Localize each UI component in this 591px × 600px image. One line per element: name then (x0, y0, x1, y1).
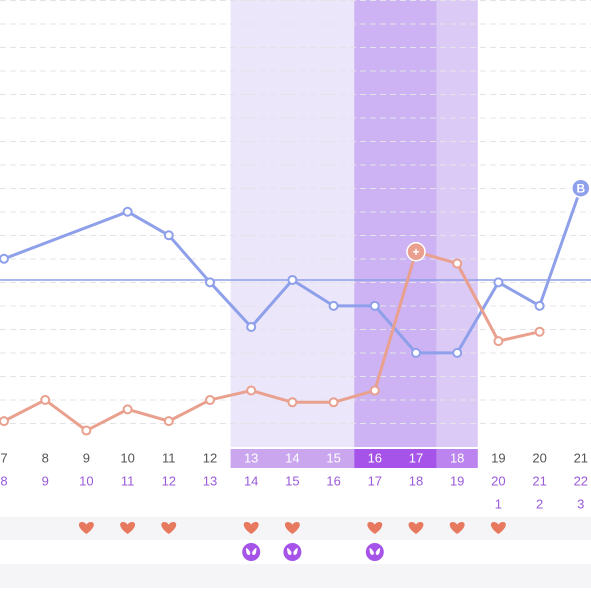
data-point (411, 347, 421, 358)
date-label: 15 (326, 450, 340, 465)
heart-shape (408, 522, 424, 534)
data-point (40, 394, 51, 405)
test-icon (283, 543, 302, 561)
test-icon (242, 543, 261, 561)
cycle-day-label: 15 (285, 473, 299, 488)
cycle-day-label: 10 (79, 473, 93, 488)
phase-band (436, 0, 478, 447)
date-label: 18 (450, 450, 464, 465)
data-point (122, 206, 133, 217)
test-icon-circle (283, 543, 302, 561)
data-point (163, 416, 174, 427)
phase-band (230, 0, 355, 447)
data-point (122, 404, 133, 415)
data-point (0, 416, 9, 427)
heart-shape (490, 522, 506, 534)
data-point (205, 394, 215, 405)
test-icon-circle (242, 543, 261, 561)
data-point (534, 326, 545, 337)
data-point (369, 385, 380, 396)
data-point (246, 385, 257, 396)
cycle-day-label: 17 (368, 473, 382, 488)
data-point (534, 300, 545, 311)
after-day-label: 2 (536, 496, 543, 511)
data-point (287, 397, 298, 408)
test-icon-shape (287, 548, 298, 555)
heart-shape (284, 522, 300, 534)
data-point (328, 397, 339, 408)
data-point (0, 253, 9, 264)
heart-icon (490, 522, 506, 534)
point-label: B (576, 181, 585, 195)
phase-band (354, 0, 437, 447)
heart-shape (161, 522, 177, 534)
date-label: 10 (120, 450, 134, 465)
data-point (452, 258, 463, 269)
heart-icon (161, 522, 177, 534)
date-label: 14 (285, 450, 299, 465)
data-point (246, 322, 257, 333)
phase-pill (436, 449, 478, 468)
date-label: 8 (42, 450, 49, 465)
heart-shape (367, 522, 383, 534)
heart-icon (284, 522, 300, 534)
heart-icon (367, 522, 383, 534)
data-point (287, 274, 298, 285)
cycle-day-label: 20 (491, 473, 505, 488)
special-point (571, 178, 591, 198)
phase-pill (354, 449, 437, 468)
heart-icon (120, 522, 136, 534)
point-label: + (412, 245, 419, 259)
heart-icon (449, 522, 465, 534)
date-label: 13 (244, 450, 258, 465)
date-label: 9 (83, 450, 90, 465)
date-label: 17 (409, 450, 423, 465)
cycle-day-label: 9 (42, 473, 49, 488)
data-point (328, 300, 339, 311)
cycle-day-label: 8 (0, 473, 7, 488)
data-point (81, 425, 92, 436)
test-icon-circle (365, 543, 384, 561)
cycle-day-label: 16 (326, 473, 340, 488)
cycle-day-label: 18 (409, 473, 423, 488)
date-label: 20 (532, 450, 546, 465)
heart-icon (408, 522, 424, 534)
heart-icon (243, 522, 259, 534)
data-point (493, 277, 504, 288)
after-day-label: 1 (495, 496, 502, 511)
heart-icon (78, 522, 94, 534)
cycle-day-label: 21 (532, 473, 546, 488)
date-label: 21 (574, 450, 588, 465)
date-label: 12 (203, 450, 217, 465)
date-label: 16 (368, 450, 382, 465)
date-label: 11 (162, 450, 176, 465)
date-label: 19 (491, 450, 505, 465)
after-day-label: 3 (577, 496, 584, 511)
cycle-day-label: 22 (574, 473, 588, 488)
bottom-row-bg (0, 564, 591, 588)
cycle-day-label: 19 (450, 473, 464, 488)
cycle-day-label: 12 (162, 473, 176, 488)
data-point (369, 300, 380, 311)
special-point (406, 241, 426, 262)
test-icon-shape (245, 548, 257, 555)
data-point (493, 336, 504, 347)
date-label: 7 (0, 450, 7, 465)
cycle-day-label: 11 (121, 473, 135, 488)
data-point (163, 230, 174, 241)
test-icon (365, 543, 384, 561)
heart-shape (78, 522, 94, 534)
data-point (205, 277, 215, 288)
heart-shape (449, 522, 465, 534)
data-point (452, 347, 463, 358)
cycle-day-label: 13 (203, 473, 217, 488)
heart-shape (243, 522, 259, 534)
series-line (3, 250, 540, 433)
cycle-day-label: 14 (244, 473, 258, 488)
test-icon-shape (369, 548, 381, 555)
phase-pill (230, 449, 355, 468)
heart-shape (120, 522, 136, 534)
